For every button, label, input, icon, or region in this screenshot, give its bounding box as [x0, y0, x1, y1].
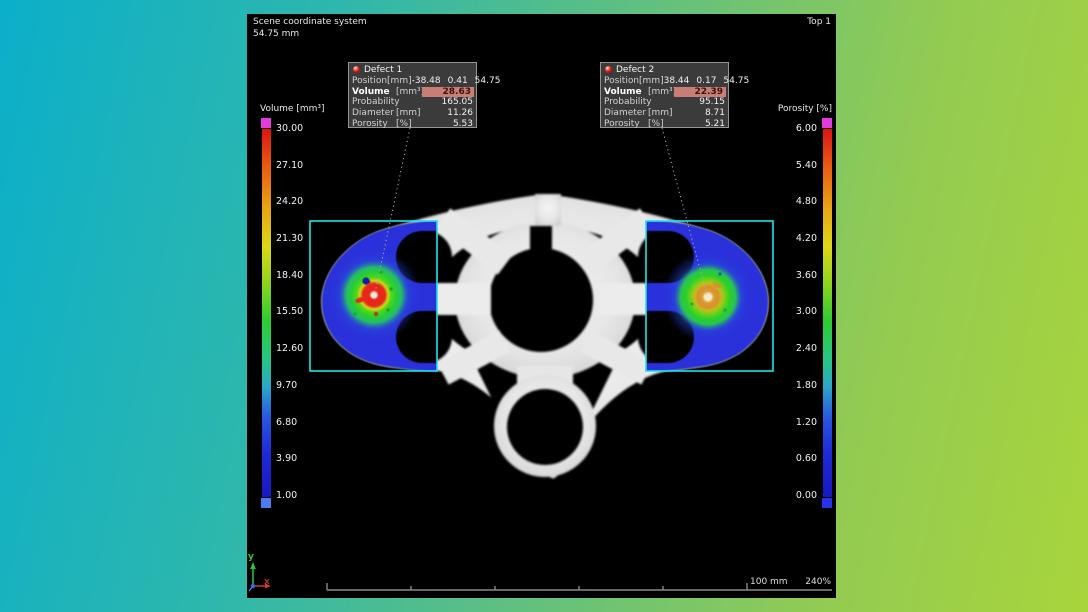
colorbar-tick-label: 12.60 — [276, 343, 304, 355]
colorbar-tick-label: 5.40 — [795, 159, 817, 171]
defect1-title: Defect 1 — [364, 64, 403, 75]
volume-colorbar-top-cap-icon — [261, 118, 271, 128]
defect-attribute-row: Probability 165.05 — [352, 97, 473, 108]
defect-marker-icon — [605, 66, 612, 73]
colorbar-tick-label: 3.00 — [795, 306, 817, 318]
scene-coordinate-label: Scene coordinate system — [253, 17, 367, 27]
porosity-colorbar-top-cap-icon — [822, 118, 832, 128]
colorbar-tick-label: 0.60 — [795, 453, 817, 465]
colorbar-tick-label: 4.20 — [795, 233, 817, 245]
axis-y-label: y — [248, 552, 254, 562]
defect-attribute-row: Position [mm] 38.44 0.17 54.75 — [604, 76, 750, 87]
porosity-colorbar-ticks: 6.00 5.40 4.80 4.20 3.60 3.00 2.40 1.80 1.20 0.60… — [777, 124, 817, 500]
ruler-scale-label: 100 mm — [750, 577, 788, 587]
defect-attribute-row: Porosity [%] 5.21 — [604, 118, 725, 129]
axis-triad-icon — [248, 562, 271, 592]
scale-ruler — [326, 583, 832, 591]
colorbar-tick-label: 2.40 — [795, 343, 817, 355]
view-orientation-label: Top 1 — [807, 17, 831, 27]
defect-marker-icon — [353, 66, 360, 73]
porosity-colorbar-bottom-cap-icon — [822, 498, 832, 508]
volume-colorbar[interactable] — [261, 129, 271, 497]
defect-attribute-row: Probability 95.15 — [604, 97, 725, 108]
ct-slice-view[interactable] — [247, 14, 836, 598]
defect1-info-box[interactable]: Defect 1 Position [mm] -38.48 0.41 54.75 Volu… — [348, 62, 501, 129]
defect-attribute-row: Diameter [mm] 8.71 — [604, 108, 725, 119]
defect2-title: Defect 2 — [616, 64, 655, 75]
colorbar-tick-label: 15.50 — [276, 306, 304, 318]
colorbar-tick-label: 6.00 — [795, 123, 817, 134]
defect2-info-box[interactable]: Defect 2 Position [mm] 38.44 0.17 54.75 Volum… — [600, 62, 750, 129]
defect-attribute-row: Diameter [mm] 11.26 — [352, 108, 473, 119]
colorbar-tick-label: 18.40 — [276, 269, 304, 281]
defect-overlay-left — [321, 221, 437, 371]
porosity-colorbar-title: Porosity [%] — [777, 104, 832, 114]
roi-box-left[interactable] — [309, 220, 438, 372]
colorbar-tick-label: 21.30 — [276, 233, 304, 245]
colorbar-tick-label: 9.70 — [276, 379, 298, 391]
colorbar-tick-label: 27.10 — [276, 159, 304, 171]
axis-x-label: x — [264, 577, 270, 587]
colorbar-tick-label: 30.00 — [276, 123, 304, 134]
defect1-leader-line — [374, 127, 411, 294]
colorbar-tick-label: 1.20 — [795, 416, 817, 428]
colorbar-tick-label: 1.00 — [276, 489, 298, 501]
defect-attribute-row: Volume [mm³] 22.39 — [601, 86, 728, 98]
colorbar-tick-label: 1.80 — [795, 379, 817, 391]
porosity-colorbar[interactable] — [822, 129, 832, 497]
colorbar-tick-label: 0.00 — [795, 489, 817, 501]
defect-attribute-row: Porosity [%] 5.53 — [352, 118, 473, 129]
colorbar-tick-label: 4.80 — [795, 196, 817, 208]
slice-position-value: 54.75 mm — [253, 29, 300, 39]
defect-attribute-row: Position [mm] -38.48 0.41 54.75 — [352, 76, 501, 87]
colorbar-tick-label: 3.60 — [795, 269, 817, 281]
volume-colorbar-ticks: 30.00 27.10 24.20 21.30 18.40 15.50 12.60 9.70 6… — [276, 124, 303, 500]
volume-colorbar-title: Volume [mm³] — [260, 104, 325, 114]
zoom-level-label: 240% — [805, 577, 831, 587]
roi-box-right[interactable] — [645, 220, 774, 372]
colorbar-tick-label: 24.20 — [276, 196, 304, 208]
defect-overlay-right — [646, 221, 769, 371]
volume-colorbar-bottom-cap-icon — [261, 498, 271, 508]
colorbar-tick-label: 3.90 — [276, 453, 298, 465]
defect-attribute-row: Volume [mm³] 28.63 — [349, 86, 476, 98]
render-viewport[interactable]: Scene coordinate system 54.75 mm Top 1 V… — [247, 14, 836, 598]
colorbar-tick-label: 6.80 — [276, 416, 298, 428]
